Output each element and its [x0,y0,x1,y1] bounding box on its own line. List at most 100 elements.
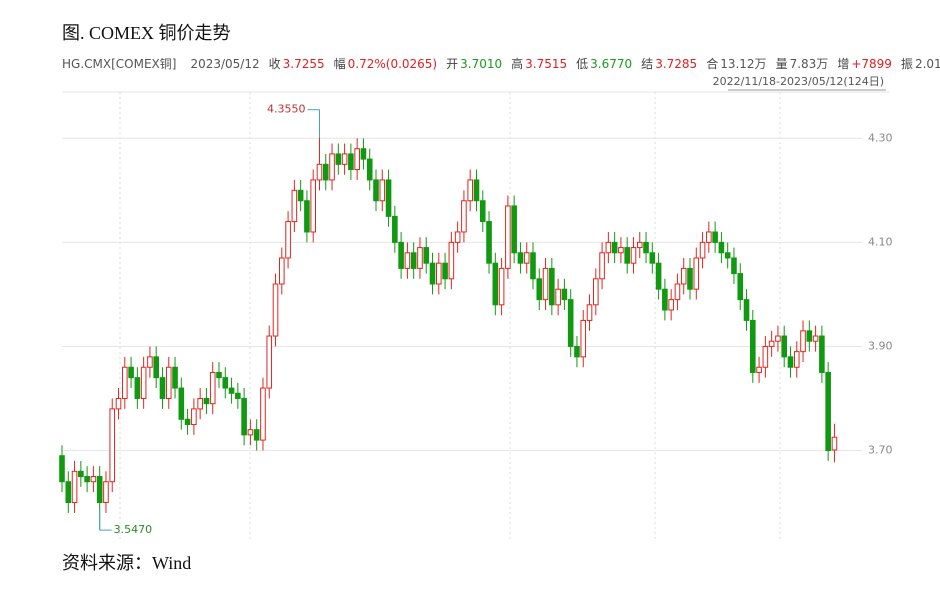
info-label: 收 [269,57,281,71]
candle-body [310,179,316,233]
candle-body [222,377,229,389]
candle-body [567,299,574,347]
candle-body [266,335,273,389]
candle-body [354,148,360,171]
candle-body [555,288,561,306]
candle-body [84,476,90,483]
info-value: 2023/05/12 [190,57,259,71]
candle-body [78,470,84,478]
candle-body [479,200,486,223]
candle-body [655,262,662,290]
candle-body [335,153,342,165]
candle-body [291,189,298,223]
candle-body [542,267,549,301]
candle-body [806,330,813,342]
candle-body [605,241,612,254]
candle-body [304,200,310,233]
info-label: 幅 [334,56,346,71]
info-label: 增 [837,57,849,71]
candle-body [523,252,530,264]
candle-body [392,215,398,243]
y-tick-label: 4.30 [868,131,893,144]
candle-body [448,241,455,280]
info-label: 结 [641,57,653,71]
candle-body [580,319,587,358]
candle-body [561,288,568,301]
info-value: 3.7285 [655,57,697,71]
candle-body [178,387,185,420]
candle-body [184,418,191,425]
candle-body [159,377,166,399]
candle-body [366,158,373,181]
candle-body [253,429,260,441]
candle-body [228,387,235,394]
candle-body [593,278,599,306]
candle-body [668,299,674,311]
info-label: 高 [511,56,523,71]
candle-body [128,366,134,379]
candle-body [341,153,348,165]
candle-body [398,241,404,269]
info-value: 3.6770 [590,57,632,71]
candle-body [385,179,392,217]
candle-body [712,231,718,243]
candle-body [360,148,367,160]
candle-body [241,397,247,436]
candle-body [486,221,492,264]
candle-body [297,189,304,202]
candle-body [197,397,203,410]
info-value: 2.01% [915,57,940,71]
candle-body [316,163,323,181]
candle-body [172,366,178,389]
candle-body [417,247,423,269]
info-value: +7899 [851,57,892,71]
candle-body [115,397,122,410]
info-value: 7.83万 [790,57,829,71]
candle-body [203,397,210,405]
candle-body [687,267,693,290]
source: 资料来源：Wind [62,553,191,573]
candle-body [574,345,580,358]
candle-body [793,351,800,368]
candle-body [348,153,354,171]
candle-body [674,283,681,301]
info-label: 量 [776,57,788,71]
annotation: 3.5470 [114,523,152,536]
info-label: 振 [901,57,913,71]
candle-body [599,252,605,280]
candle-body [153,356,159,379]
candle-body [454,231,461,243]
chart-title: 图. COMEX 铜价走势 [62,23,231,43]
candle-body [247,429,254,436]
candle-body [586,304,593,321]
candle-body [191,408,197,425]
candle-body [643,241,649,254]
info-label: 合 [706,56,718,71]
candle-body [492,262,499,306]
candle-body [329,153,335,181]
candle-body [549,267,555,306]
candle-body [147,356,153,368]
candle-body [624,247,631,264]
candle-body [505,205,511,269]
candle-body [140,366,147,399]
candle-body [724,252,731,259]
candle-body [71,470,78,504]
candle-body [680,267,687,285]
candle-body [442,262,448,280]
candle-body [122,366,128,399]
info-label: 低 [576,57,588,71]
candle-body [812,335,819,342]
candle-body [649,252,656,264]
candle-body [467,179,473,202]
candle-body [781,335,788,358]
candle-body [461,200,467,233]
candle-body [699,241,706,259]
candle-body [762,345,769,368]
info-line: HG.CMX[COMEX铜] 2023/05/12 收 3.7255 幅 0.72%(0.… [62,56,940,71]
candle-body [718,241,725,254]
candle-body [272,283,279,337]
candle-body [103,481,109,504]
